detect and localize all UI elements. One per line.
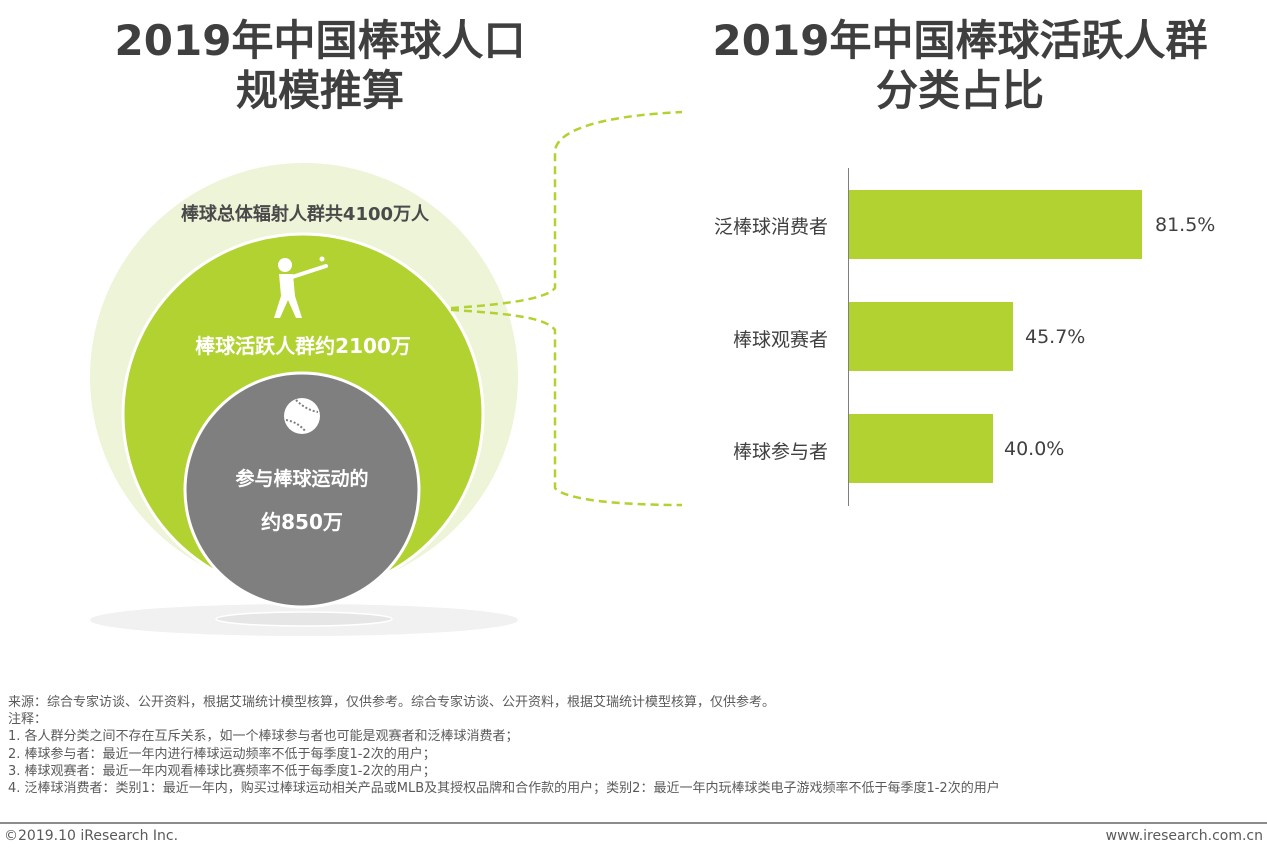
bar-category-label: 棒球参与者 bbox=[732, 441, 828, 463]
floor-shadow-inner bbox=[215, 611, 393, 627]
bar-category-label: 泛棒球消费者 bbox=[713, 216, 828, 238]
right-title-line2: 分类占比 bbox=[875, 66, 1044, 115]
left-title-line1: 2019年中国棒球人口 bbox=[114, 16, 526, 65]
source-note: 来源：综合专家访谈、公开资料，根据艾瑞统计模型核算，仅供参考。综合专家访谈、公开… bbox=[8, 695, 776, 710]
bar-spectators bbox=[849, 302, 1013, 371]
inner-circle bbox=[183, 371, 421, 609]
inner-circle-label-line2: 约850万 bbox=[261, 510, 343, 534]
y-axis-line bbox=[848, 168, 849, 506]
left-chart-title: 2019年中国棒球人口 规模推算 bbox=[80, 16, 560, 116]
outer-circle-label: 棒球总体辐射人群共4100万人 bbox=[180, 204, 430, 225]
note-item: 1. 各人群分类之间不存在互斥关系，如一个棒球参与者也可能是观赛者和泛棒球消费者… bbox=[8, 729, 519, 745]
note-item: 4. 泛棒球消费者：类别1：最近一年内，购买过棒球运动相关产品或MLB及其授权品… bbox=[8, 781, 1000, 797]
note-item: 3. 棒球观赛者：最近一年内观看棒球比赛频率不低于每季度1-2次的用户； bbox=[8, 763, 436, 779]
copyright-text: ©2019.10 iResearch Inc. bbox=[4, 828, 179, 844]
notes-section: 来源：综合专家访谈、公开资料，根据艾瑞统计模型核算，仅供参考。综合专家访谈、公开… bbox=[8, 694, 1000, 797]
population-circle-diagram bbox=[90, 110, 683, 636]
website-link[interactable]: www.iresearch.com.cn bbox=[1105, 828, 1263, 844]
bar-fan-consumers bbox=[849, 190, 1142, 259]
right-chart-title: 2019年中国棒球活跃人群 分类占比 bbox=[680, 16, 1240, 116]
left-title-line2: 规模推算 bbox=[235, 66, 404, 115]
notes-heading: 注释： bbox=[8, 712, 48, 728]
middle-circle-label: 棒球活跃人群约2100万 bbox=[195, 334, 411, 358]
bar-value-label: 40.0% bbox=[1004, 438, 1065, 460]
bar-participants bbox=[849, 414, 993, 483]
bracket-connector-bottom bbox=[437, 307, 683, 507]
baseball-batter-icon bbox=[274, 256, 328, 318]
baseball-icon bbox=[284, 398, 320, 434]
bracket-connector-top bbox=[437, 110, 683, 311]
footer-divider bbox=[0, 822, 1267, 824]
bar-value-label: 45.7% bbox=[1025, 326, 1086, 348]
note-item: 2. 棒球参与者：最近一年内进行棒球运动频率不低于每季度1-2次的用户； bbox=[8, 746, 436, 762]
right-title-line1: 2019年中国棒球活跃人群 bbox=[712, 16, 1208, 65]
bar-category-label: 棒球观赛者 bbox=[732, 329, 828, 351]
bar-value-label: 81.5% bbox=[1155, 214, 1216, 236]
inner-circle-label-line1: 参与棒球运动的 bbox=[235, 468, 369, 490]
